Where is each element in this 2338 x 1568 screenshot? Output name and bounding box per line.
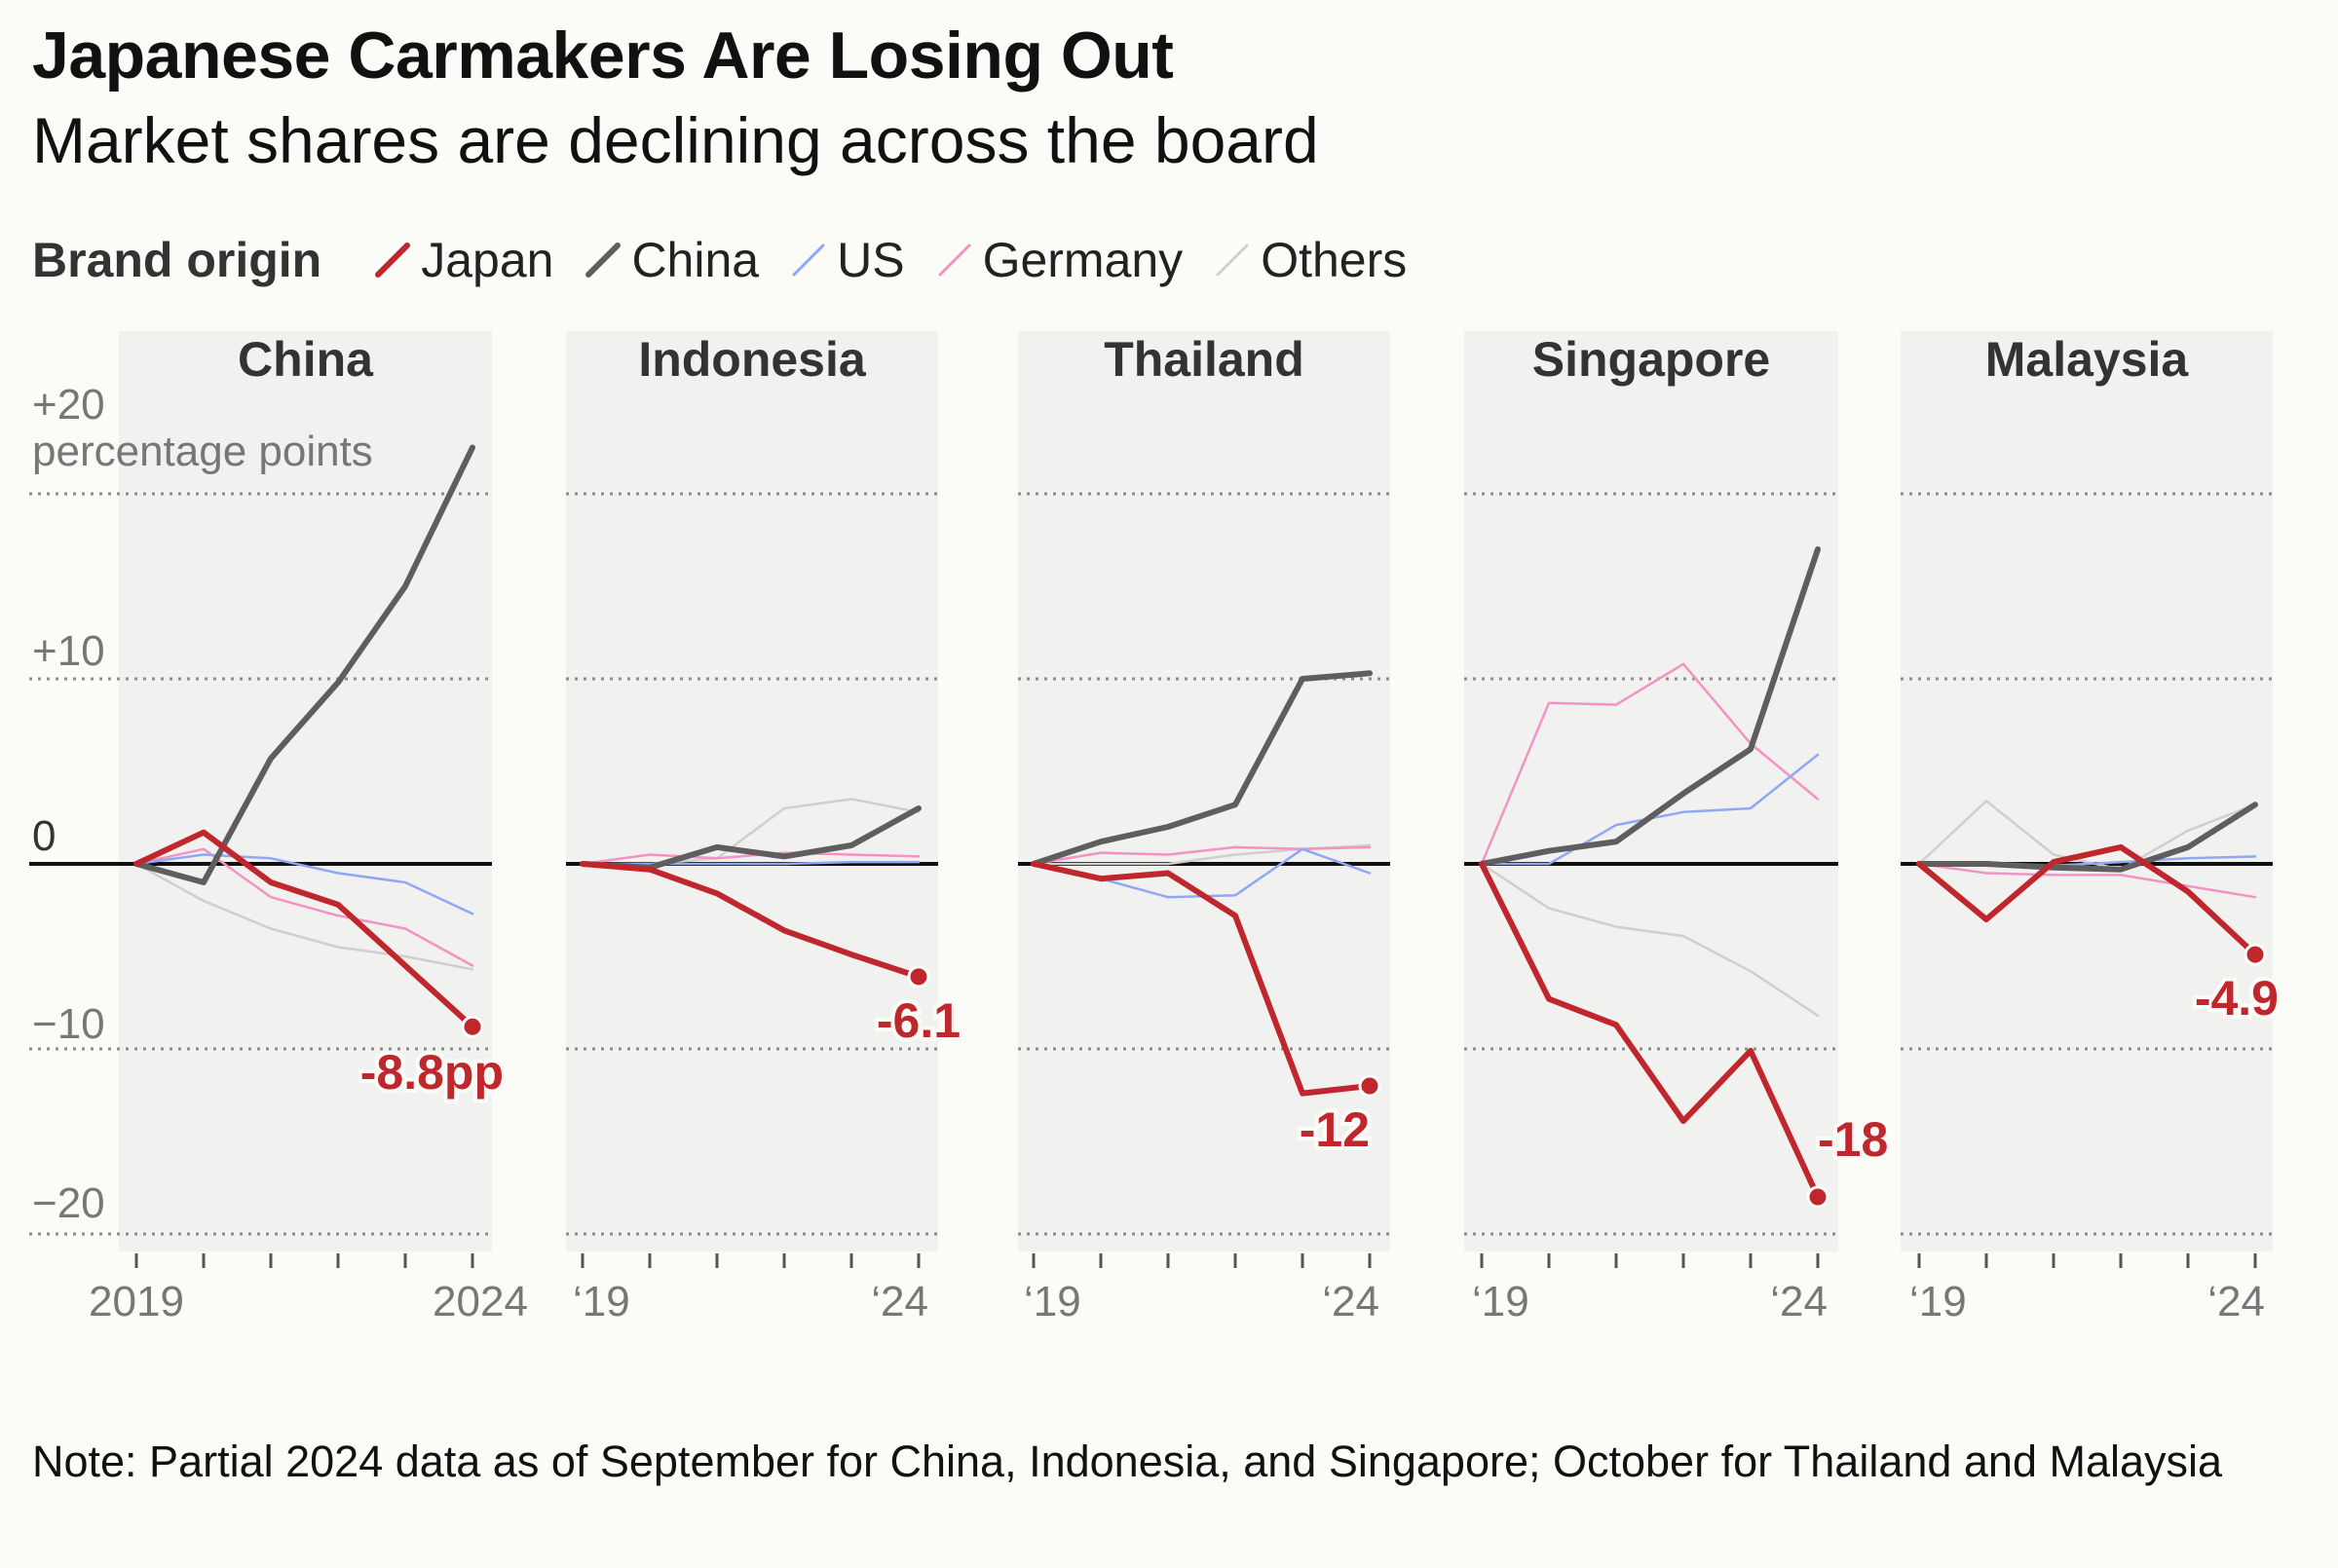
panel-background-thailand [1018, 331, 1390, 1251]
panel-title-indonesia: Indonesia [638, 332, 867, 387]
legend-title: Brand origin [32, 233, 322, 287]
series-line-japan-china [133, 829, 475, 1030]
legend-label-germany: Germany [982, 233, 1184, 287]
legend-item-germany: Germany [936, 232, 1184, 288]
end-point-marker-china [461, 1015, 484, 1038]
series-line-others-china [134, 862, 474, 971]
panel-title-china: China [238, 332, 374, 387]
series-line-china-china [133, 444, 475, 885]
series-line-germany-china [134, 847, 474, 967]
y-tick-label: −10 [32, 1000, 105, 1048]
end-point-marker-indonesia [907, 965, 930, 989]
legend-swatch-japan [375, 243, 411, 278]
end-value-label-china: -8.8pp [360, 1045, 504, 1100]
legend-swatch-others [1216, 243, 1249, 277]
series-line-us-indonesia [581, 860, 921, 866]
series-line-japan-thailand [1031, 861, 1373, 1097]
panel-background-indonesia [566, 331, 938, 1251]
series-line-germany-indonesia [581, 851, 921, 866]
x-tick-label-start: ‘19 [1472, 1278, 1529, 1325]
panel-background-china [119, 331, 492, 1251]
chart-title: Japanese Carmakers Are Losing Out [32, 19, 1174, 93]
legend-item-japan: Japan [374, 232, 553, 288]
legend-label-us: US [837, 233, 905, 287]
y-axis-unit-label: percentage points [32, 428, 373, 475]
end-point-marker-singapore [1806, 1185, 1829, 1209]
x-tick-label-end: ‘24 [1322, 1278, 1379, 1325]
y-tick-label: 0 [32, 812, 56, 860]
x-tick-label-start: ‘19 [1024, 1278, 1081, 1325]
panel-title-singapore: Singapore [1532, 332, 1770, 387]
series-line-china-thailand [1031, 670, 1373, 867]
series-line-japan-singapore [1479, 861, 1821, 1200]
legend-label-china: China [631, 233, 760, 287]
y-tick-label: −20 [32, 1179, 105, 1227]
series-line-japan-malaysia [1916, 843, 2258, 958]
series-line-japan-indonesia [580, 861, 922, 980]
y-axis-top-label: +20 [32, 381, 105, 429]
end-value-label-indonesia: -6.1 [877, 993, 961, 1048]
legend: Brand origin Japan China US Germany Othe… [32, 226, 1438, 294]
end-point-marker-thailand [1358, 1074, 1381, 1098]
legend-swatch-germany [938, 243, 971, 277]
panel-title-thailand: Thailand [1104, 332, 1304, 387]
series-line-germany-thailand [1032, 845, 1372, 866]
series-line-others-malaysia [1917, 800, 2257, 871]
end-value-label-singapore: -18 [1818, 1112, 1888, 1167]
panel-background-malaysia [1901, 331, 2273, 1251]
end-point-marker-malaysia [2244, 943, 2267, 966]
x-tick-label-start: ‘19 [573, 1278, 630, 1325]
legend-item-us: US [790, 232, 905, 288]
legend-item-others: Others [1214, 232, 1407, 288]
legend-swatch-china [585, 243, 622, 278]
series-line-china-malaysia [1916, 802, 2258, 873]
x-tick-label-end: 2024 [433, 1278, 528, 1325]
legend-item-china: China [584, 232, 759, 288]
y-tick-label: +10 [32, 627, 105, 675]
legend-label-japan: Japan [421, 233, 554, 287]
end-value-label-malaysia: -4.9 [2195, 971, 2279, 1026]
series-line-others-singapore [1480, 862, 1820, 1018]
end-value-label-thailand: -12 [1300, 1102, 1370, 1157]
x-tick-label-end: ‘24 [871, 1278, 928, 1325]
series-line-china-singapore [1479, 546, 1821, 867]
series-line-us-china [134, 853, 474, 915]
panel-title-malaysia: Malaysia [1985, 332, 2190, 387]
series-line-germany-singapore [1480, 662, 1820, 866]
panel-background-singapore [1464, 331, 1838, 1251]
legend-swatch-us [792, 243, 825, 277]
series-line-germany-malaysia [1917, 862, 2257, 899]
x-tick-label-start: 2019 [89, 1278, 184, 1325]
x-tick-label-end: ‘24 [2207, 1278, 2265, 1325]
chart-subtitle: Market shares are declining across the b… [32, 104, 1319, 176]
x-tick-label-start: ‘19 [1909, 1278, 1967, 1325]
x-tick-label-end: ‘24 [1770, 1278, 1828, 1325]
legend-label-others: Others [1261, 233, 1408, 287]
footnote: Note: Partial 2024 data as of September … [32, 1437, 2223, 1486]
